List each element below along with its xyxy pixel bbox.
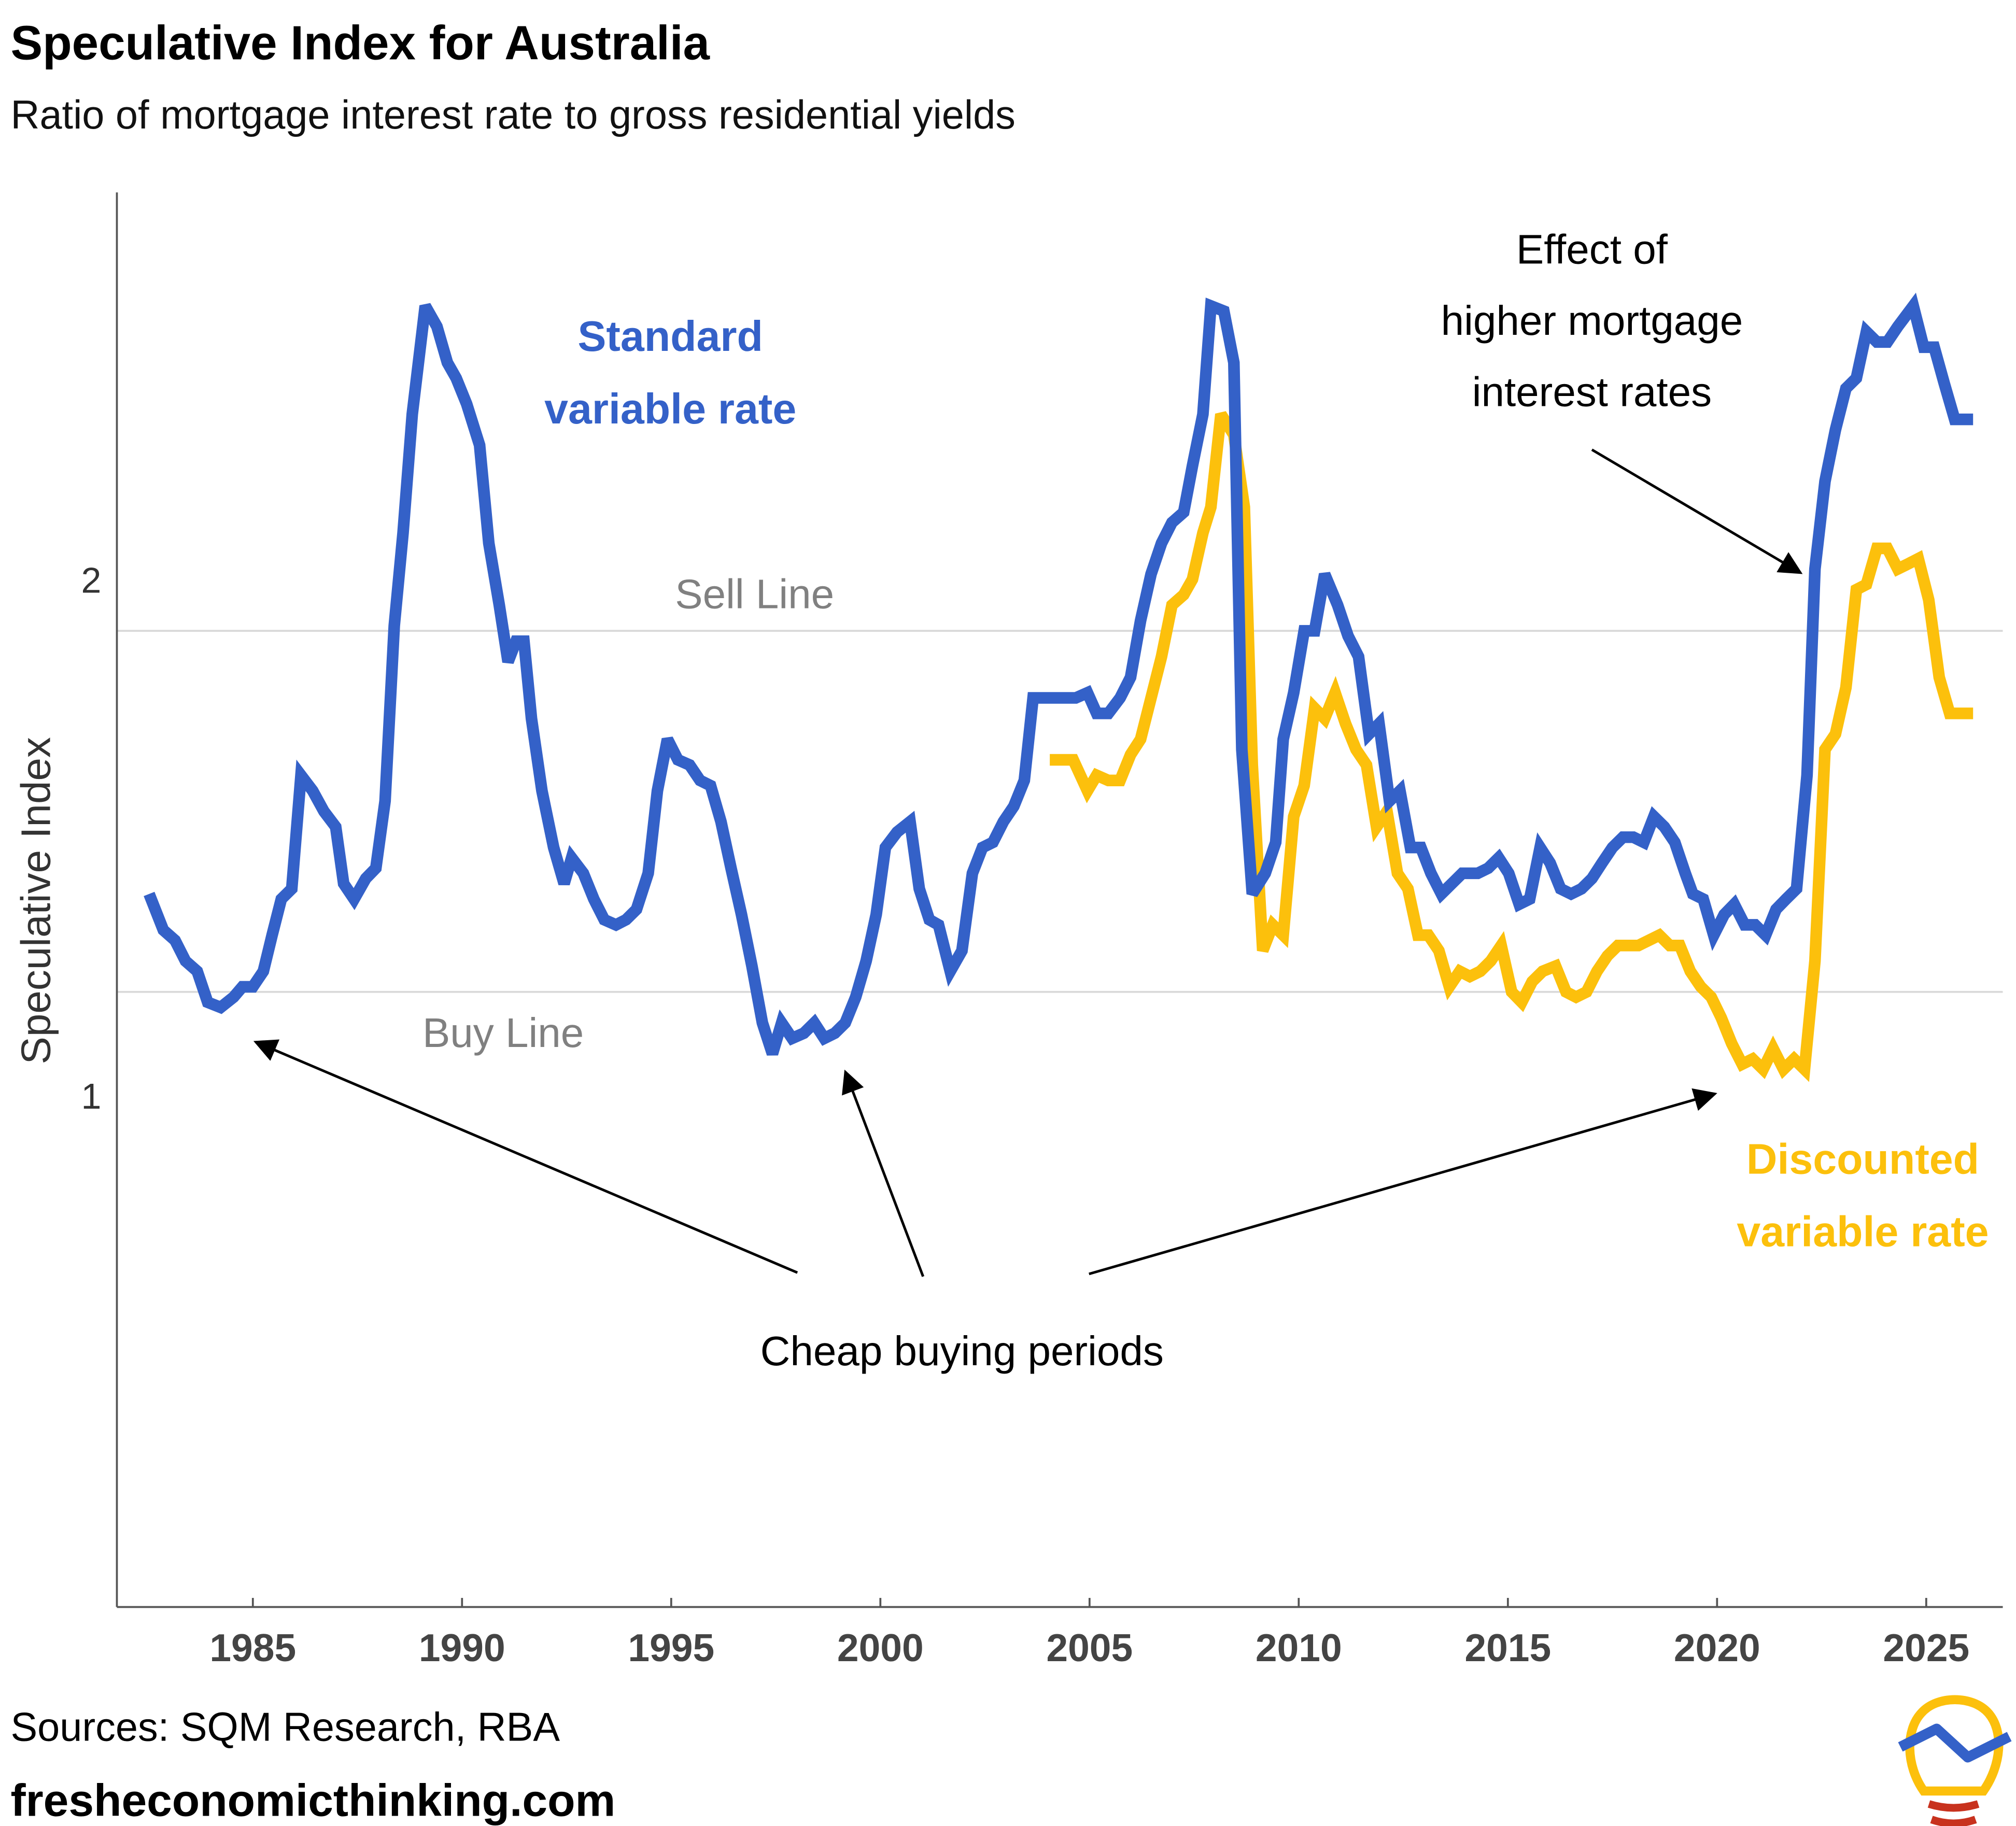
series-line (1050, 411, 1973, 1082)
arrow (253, 1039, 798, 1274)
x-tick-label: 2020 (1674, 1626, 1760, 1669)
x-tick-label: 2000 (837, 1626, 924, 1669)
x-tick-label: 2010 (1256, 1626, 1342, 1669)
logo-base (1927, 1800, 1980, 1826)
plot-area: Sell Line Buy Line 1 2 1985 1990 1995 2000 2005 2… (81, 192, 2003, 1669)
website: fresheconomicthinking.com (10, 1775, 615, 1826)
annotation: variable rate (544, 385, 796, 433)
x-tick-label: 2005 (1046, 1626, 1133, 1669)
arrow (842, 1069, 925, 1277)
logo-line (1898, 1723, 2012, 1763)
arrow (1089, 1088, 1717, 1276)
reference-label: Sell Line (675, 571, 834, 617)
annotation: Discounted (1746, 1136, 1979, 1183)
annotation: Standard (577, 313, 763, 360)
x-tick-label: 1985 (209, 1626, 296, 1669)
x-tick-label: 1995 (628, 1626, 714, 1669)
chart-title: Speculative Index for Australia (10, 16, 710, 69)
y-tick-label: 1 (81, 1076, 102, 1116)
annotation: interest rates (1472, 369, 1712, 415)
arrows (253, 448, 1803, 1277)
source: Sources: SQM Research, RBA (10, 1705, 560, 1749)
y-axis-label: Speculative Index (13, 737, 59, 1065)
chart-subtitle: Ratio of mortgage interest rate to gross… (10, 93, 1015, 137)
reference-label: Buy Line (422, 1010, 584, 1056)
annotation: variable rate (1737, 1208, 1989, 1256)
annotation: Cheap buying periods (760, 1328, 1164, 1374)
series-line (144, 292, 1973, 1056)
x-tick-label: 2015 (1464, 1626, 1551, 1669)
x-tick-label: 1990 (419, 1626, 505, 1669)
annotation: higher mortgage (1441, 298, 1743, 344)
y-tick-label: 2 (81, 560, 102, 601)
logo-bulb (1905, 1695, 2004, 1796)
arrow (1591, 448, 1803, 574)
logo (1898, 1695, 2012, 1826)
x-tick-label: 2025 (1883, 1626, 1969, 1669)
annotation: Effect of (1516, 227, 1668, 273)
